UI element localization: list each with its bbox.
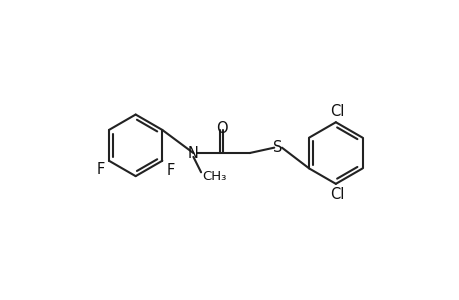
- Text: Cl: Cl: [330, 187, 344, 202]
- Text: N: N: [188, 146, 198, 160]
- Text: CH₃: CH₃: [202, 169, 227, 183]
- Text: S: S: [273, 140, 282, 155]
- Text: F: F: [97, 162, 105, 177]
- Text: F: F: [166, 163, 174, 178]
- Text: Cl: Cl: [330, 104, 344, 119]
- Text: O: O: [216, 121, 227, 136]
